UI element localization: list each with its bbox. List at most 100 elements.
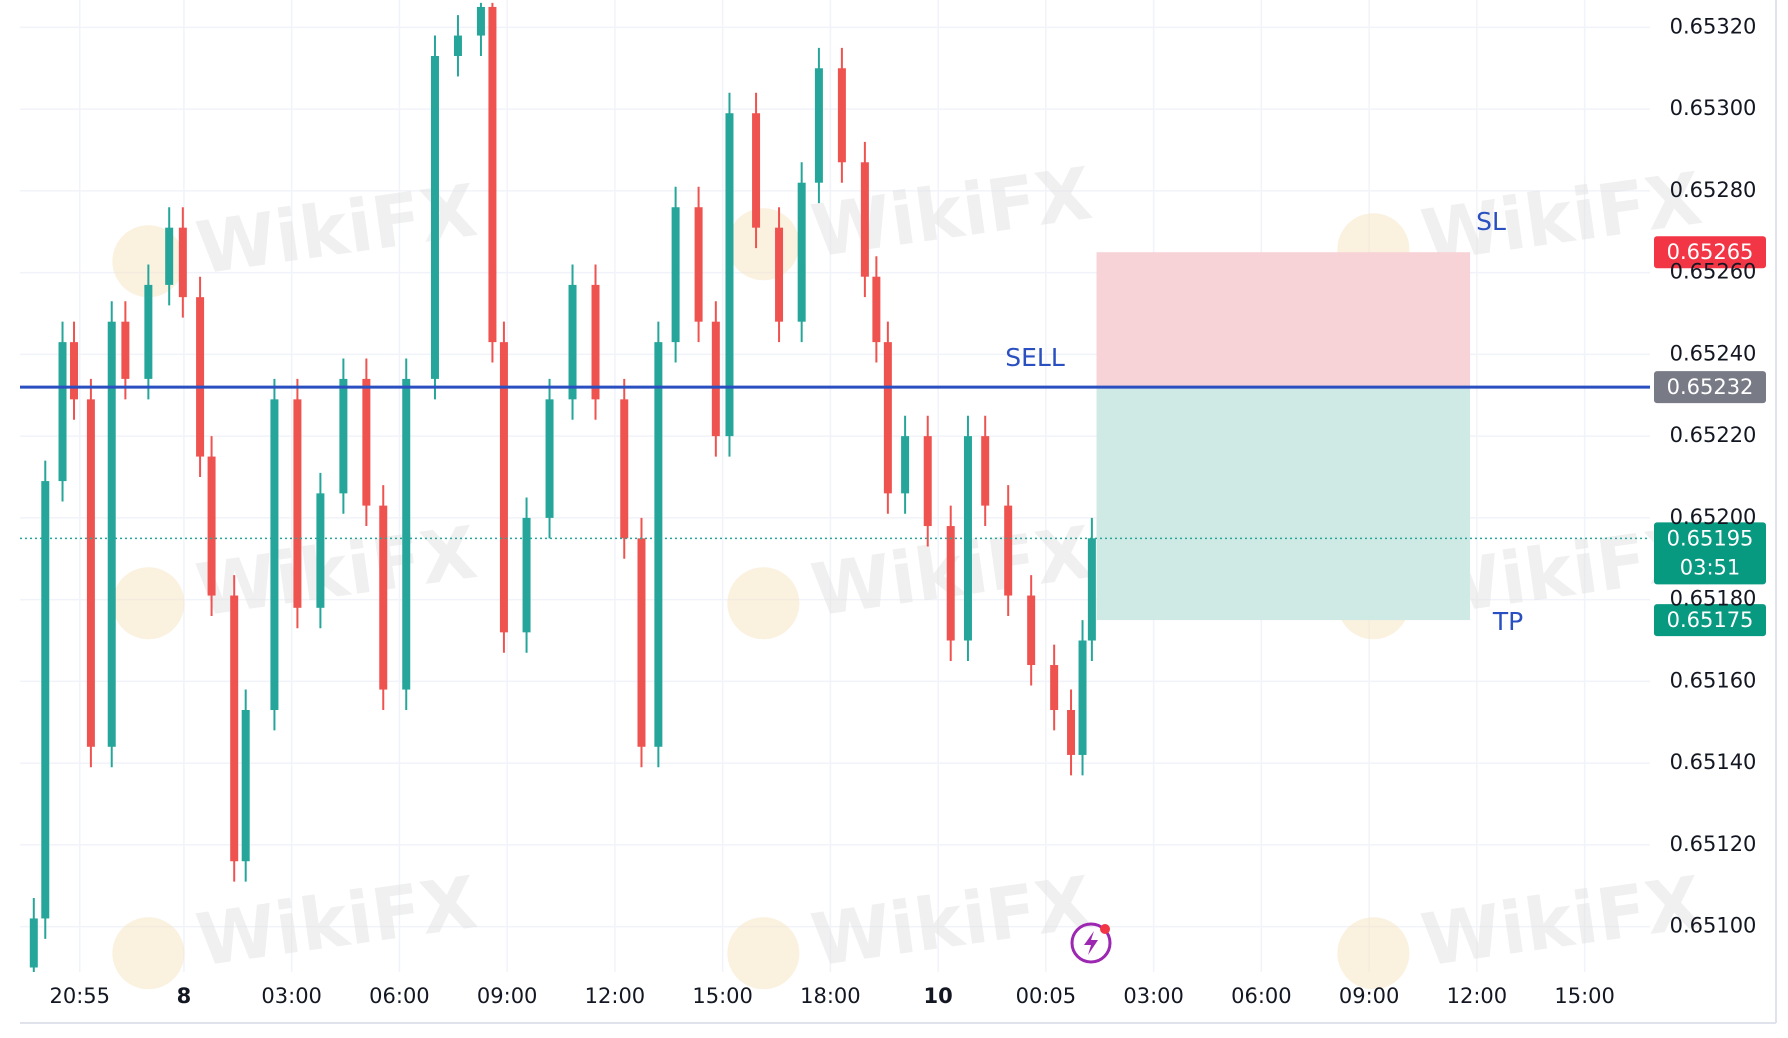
candle-body — [1027, 595, 1036, 666]
x-tick-label: 03:00 — [261, 984, 322, 1008]
candle-body — [29, 918, 38, 968]
y-tick-label: 0.65220 — [1670, 423, 1757, 447]
candle-body — [316, 493, 325, 608]
stop-loss-tag: 0.65265 — [1667, 240, 1754, 264]
x-tick-label: 03:00 — [1123, 984, 1184, 1008]
stop-loss-label: SL — [1476, 207, 1506, 236]
y-tick-label: 0.65300 — [1670, 96, 1757, 120]
candle-body — [230, 595, 239, 862]
x-tick-label: 18:00 — [800, 984, 861, 1008]
x-tick-label: 12:00 — [585, 984, 646, 1008]
x-tick-label: 20:55 — [49, 984, 110, 1008]
entry-tag: 0.65232 — [1667, 375, 1754, 399]
candle-body — [923, 436, 932, 527]
candle-body — [86, 399, 95, 747]
candle-body — [1087, 538, 1096, 641]
entry-tag-bg — [1654, 371, 1766, 404]
candle-body — [379, 505, 388, 690]
last-price-tag: 0.65195 — [1667, 526, 1754, 550]
y-tick-label: 0.65160 — [1670, 668, 1757, 692]
candle-body — [711, 321, 720, 437]
candle-body — [70, 342, 79, 400]
candle-body — [775, 227, 784, 322]
candle-body — [946, 526, 955, 641]
candle-body — [1067, 709, 1076, 755]
candle-body — [144, 284, 153, 379]
candle-body — [362, 378, 371, 506]
candle-body — [837, 68, 846, 163]
take-profit-zone — [1096, 387, 1471, 621]
y-tick-label: 0.65280 — [1670, 178, 1757, 202]
watermark-logo — [727, 917, 800, 990]
candle-body — [430, 55, 439, 379]
x-tick-label: 00:05 — [1016, 984, 1077, 1008]
candle-body — [488, 6, 497, 343]
watermark-logo — [112, 917, 185, 990]
candle-body — [671, 207, 680, 343]
entry-label: SELL — [1005, 343, 1065, 372]
candle-body — [981, 436, 990, 506]
x-tick-label: 12:00 — [1447, 984, 1508, 1008]
y-tick-label: 0.65200 — [1670, 505, 1757, 529]
x-tick-label: 8 — [177, 984, 192, 1008]
candle-body — [1050, 665, 1059, 710]
take-profit-tag-bg — [1654, 604, 1766, 637]
candle-body — [963, 436, 972, 641]
candle-body — [591, 284, 600, 400]
candle-body — [339, 378, 348, 494]
candle-body — [293, 399, 302, 608]
candle-body — [241, 709, 250, 862]
take-profit-tag: 0.65175 — [1667, 608, 1754, 632]
y-tick-label: 0.65100 — [1670, 914, 1757, 938]
x-tick-label: 06:00 — [369, 984, 430, 1008]
candle-body — [165, 227, 174, 285]
candles — [29, 2, 1096, 972]
candle-body — [207, 456, 216, 596]
y-tick-label: 0.65180 — [1670, 587, 1757, 611]
x-tick-label: 10 — [924, 984, 953, 1008]
candle-body — [568, 284, 577, 400]
candle-body — [1004, 505, 1013, 596]
candle-body — [58, 342, 67, 482]
candle-body — [196, 297, 205, 457]
candle-body — [883, 342, 892, 494]
candle-body — [499, 342, 508, 633]
candle-body — [654, 342, 663, 747]
candle-body — [453, 35, 462, 56]
candle-body — [522, 517, 531, 633]
candle-body — [178, 227, 187, 298]
x-tick-label: 09:00 — [1339, 984, 1400, 1008]
x-tick-label: 06:00 — [1231, 984, 1292, 1008]
candle-body — [752, 113, 761, 228]
y-tick-label: 0.65260 — [1670, 260, 1757, 284]
take-profit-label: TP — [1492, 607, 1523, 636]
candle-body — [402, 378, 411, 690]
candle-body — [694, 207, 703, 322]
candle-body — [725, 113, 734, 437]
candle-body — [814, 68, 823, 183]
candle-body — [637, 538, 646, 747]
watermark-logo — [727, 567, 800, 640]
stop-loss-zone — [1096, 252, 1471, 388]
y-tick-label: 0.65320 — [1670, 14, 1757, 38]
watermark-logo — [1337, 917, 1410, 990]
candle-body — [270, 399, 279, 710]
candle-body — [476, 6, 485, 36]
y-tick-label: 0.65240 — [1670, 341, 1757, 365]
watermark-logo — [112, 567, 185, 640]
candle-body — [545, 399, 554, 518]
y-tick-label: 0.65140 — [1670, 750, 1757, 774]
candle-body — [620, 399, 629, 539]
last-price-tag-countdown: 03:51 — [1680, 555, 1741, 579]
candle-body — [1078, 640, 1087, 755]
candle-body — [797, 182, 806, 322]
lightning-icon[interactable] — [1070, 922, 1112, 964]
x-tick-label: 09:00 — [477, 984, 538, 1008]
candle-body — [41, 481, 50, 919]
overlay: SELL SL TP 0.65265 0.65232 0.65195 03:51 0.6517… — [20, 207, 1766, 637]
candle-body — [121, 321, 130, 379]
x-tick-label: 15:00 — [1554, 984, 1615, 1008]
last-price-tag-bg — [1654, 522, 1766, 585]
